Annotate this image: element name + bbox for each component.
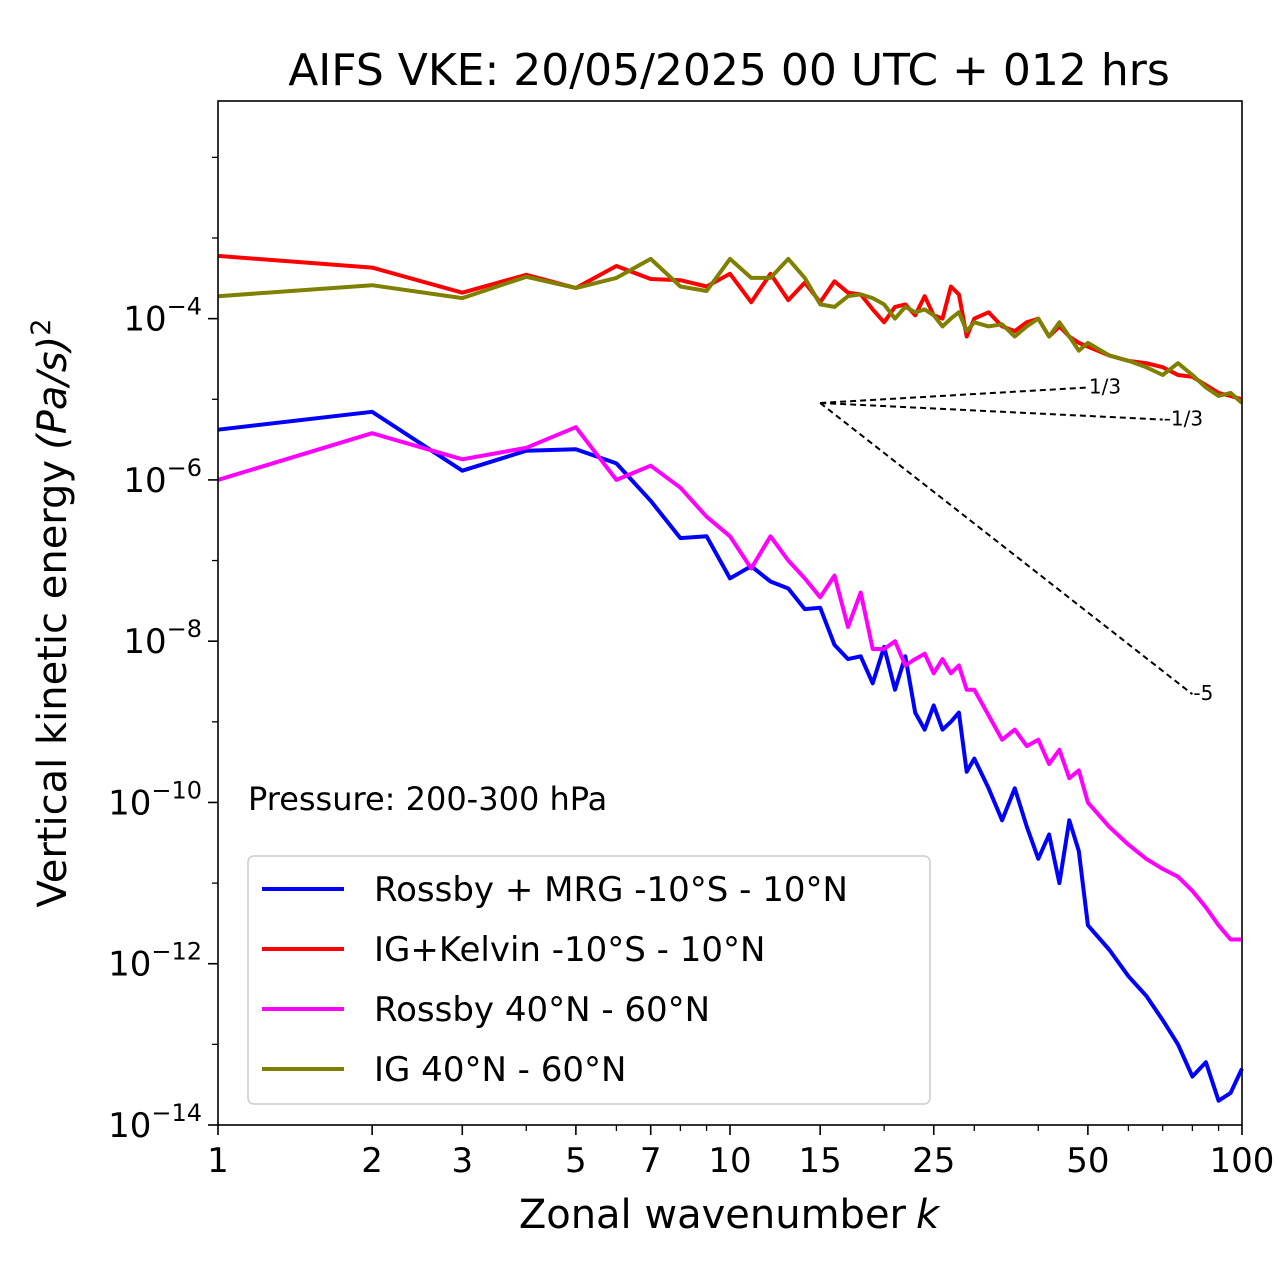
series-line-1	[217, 409, 1244, 1103]
chart-title: AIFS VKE: 20/05/2025 00 UTC + 012 hrs	[288, 45, 1170, 96]
legend-items: Rossby + MRG -10°S - 10°N IG+Kelvin -10°S…	[262, 870, 848, 1090]
legend-label-1: Rossby + MRG -10°S - 10°N	[374, 870, 848, 910]
x-tick-label: 7	[640, 1141, 662, 1181]
y-tick-label: 10−12	[108, 938, 202, 985]
legend-label-3: Rossby 40°N - 60°N	[374, 990, 710, 1030]
y-tick-label: 10−14	[108, 1099, 202, 1146]
x-tick-label: 100	[1210, 1141, 1275, 1181]
y-axis: 10−4 10−6 10−8 10−10 10−12 10−14	[108, 156, 218, 1146]
reference-line-label-3: -5	[1193, 681, 1213, 705]
reference-line-3	[819, 402, 1193, 695]
x-tick-label: 10	[708, 1141, 751, 1181]
x-tick-label: 1	[207, 1141, 229, 1181]
y-axis-label-unit: (Pa/s)	[30, 336, 76, 450]
x-axis-label-variable: k	[916, 1192, 941, 1238]
x-tick-label: 15	[799, 1141, 842, 1181]
y-tick-label: 10−8	[123, 615, 202, 662]
x-tick-label: 5	[565, 1141, 587, 1181]
x-tick-label: 50	[1066, 1141, 1109, 1181]
x-tick-label: 25	[912, 1141, 955, 1181]
x-axis-label: Zonal wavenumber k	[519, 1192, 941, 1238]
legend-label-2: IG+Kelvin -10°S - 10°N	[374, 930, 765, 970]
y-axis-label-text: Vertical kinetic energy	[30, 460, 76, 908]
y-tick-label: 10−4	[123, 293, 202, 340]
y-tick-label: 10−10	[108, 776, 202, 823]
series-line-3	[217, 425, 1242, 942]
x-tick-label: 3	[451, 1141, 473, 1181]
reference-line-label-2: -1/3	[1164, 407, 1203, 431]
reference-line-1	[820, 386, 1088, 404]
legend-label-4: IG 40°N - 60°N	[374, 1050, 626, 1090]
y-tick-label: 10−6	[123, 454, 202, 501]
legend: Rossby + MRG -10°S - 10°N IG+Kelvin -10°S…	[247, 855, 931, 1105]
reference-line-2	[820, 401, 1163, 421]
x-tick-label: 2	[361, 1141, 383, 1181]
y-axis-label-exponent: 2	[26, 319, 57, 336]
x-axis: 1 2 3 5 7 10 15 25 50 100	[207, 1125, 1274, 1181]
series-lines	[217, 253, 1244, 1103]
legend-frame	[247, 855, 931, 1105]
reference-line-label-1: 1/3	[1089, 374, 1121, 398]
series-line-4	[217, 256, 1244, 405]
y-axis-label: Vertical kinetic energy (Pa/s)2	[26, 319, 76, 908]
reference-lines: 1/3 -1/3 -5	[819, 374, 1213, 705]
pressure-annotation: Pressure: 200-300 hPa	[248, 780, 607, 818]
x-axis-label-text: Zonal wavenumber	[519, 1192, 907, 1238]
